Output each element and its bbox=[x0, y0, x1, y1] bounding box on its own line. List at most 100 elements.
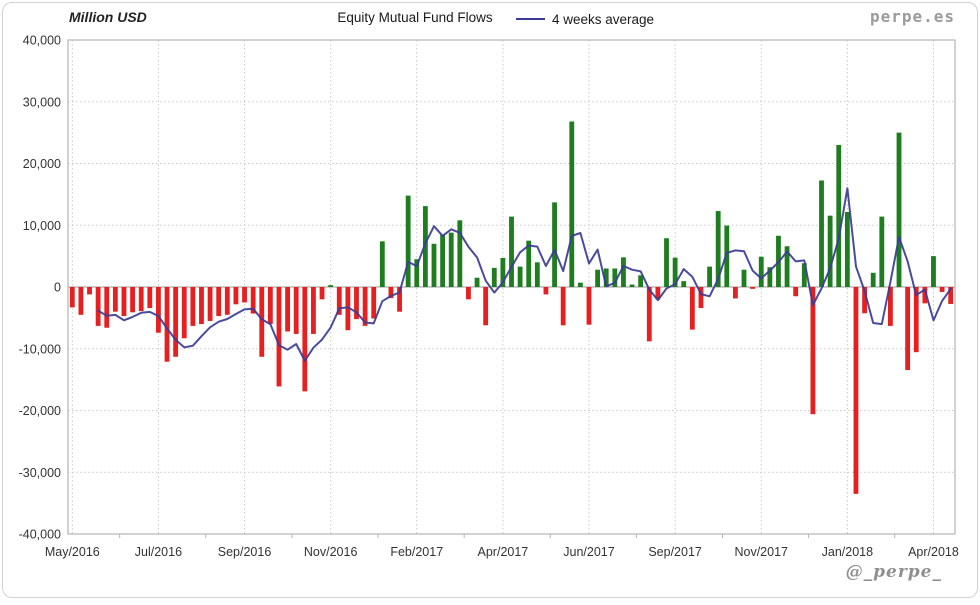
brand-watermark: perpe.es bbox=[869, 7, 955, 26]
x-tick-label: Nov/2016 bbox=[304, 545, 358, 559]
bar-positive bbox=[517, 266, 523, 287]
bar-negative bbox=[793, 287, 799, 297]
bar-positive bbox=[758, 256, 764, 287]
bar-negative bbox=[138, 287, 144, 312]
bar-negative bbox=[354, 287, 359, 320]
bar-negative bbox=[888, 287, 893, 326]
bar-positive bbox=[491, 267, 497, 287]
bar-negative bbox=[689, 287, 695, 330]
x-tick-label: Nov/2017 bbox=[734, 545, 788, 559]
bar-negative bbox=[319, 287, 325, 300]
bar-positive bbox=[724, 225, 730, 287]
bar-negative bbox=[655, 287, 661, 300]
bar-positive bbox=[526, 240, 532, 287]
bar-negative bbox=[543, 287, 549, 295]
bar-positive bbox=[448, 232, 454, 287]
bar-positive bbox=[621, 257, 626, 287]
bar-negative bbox=[250, 287, 256, 314]
bar-positive bbox=[577, 282, 583, 287]
y-tick-label: 40,000 bbox=[23, 34, 61, 48]
y-tick-label: 10,000 bbox=[23, 219, 61, 233]
y-tick-label: -10,000 bbox=[19, 342, 61, 356]
bar-negative bbox=[560, 287, 566, 326]
bar-positive bbox=[552, 202, 557, 287]
bar-negative bbox=[242, 287, 247, 303]
bar-negative bbox=[130, 287, 135, 313]
bar-negative bbox=[216, 287, 222, 317]
bar-positive bbox=[431, 243, 437, 287]
y-tick-label: 0 bbox=[54, 281, 61, 295]
bar-negative bbox=[181, 287, 187, 339]
bar-negative bbox=[276, 287, 282, 387]
bar-positive bbox=[844, 211, 850, 287]
bar-negative bbox=[190, 287, 196, 326]
legend-line-swatch bbox=[516, 18, 545, 20]
bar-positive bbox=[612, 268, 618, 287]
bar-positive bbox=[827, 215, 833, 287]
bar-positive bbox=[595, 269, 601, 287]
legend: 4 weeks average bbox=[516, 10, 654, 28]
bar-negative bbox=[646, 287, 652, 342]
bar-positive bbox=[819, 180, 824, 287]
bar-positive bbox=[379, 241, 385, 287]
bar-negative bbox=[259, 287, 265, 357]
bar-negative bbox=[147, 287, 153, 308]
y-tick-label: -20,000 bbox=[19, 404, 61, 418]
bar-negative bbox=[224, 287, 230, 315]
y-tick-label: -40,000 bbox=[19, 528, 61, 542]
bar-negative bbox=[810, 287, 816, 415]
bar-positive bbox=[440, 234, 446, 287]
bar-negative bbox=[336, 287, 342, 315]
bar-negative bbox=[78, 287, 84, 315]
x-tick-label: Apr/2017 bbox=[478, 545, 529, 559]
bar-negative bbox=[939, 287, 945, 292]
bar-negative bbox=[853, 287, 859, 494]
bar-positive bbox=[870, 272, 876, 287]
bar-negative bbox=[750, 287, 756, 289]
bar-negative bbox=[732, 287, 738, 299]
bar-negative bbox=[121, 287, 127, 317]
bar-positive bbox=[672, 257, 678, 287]
bar-negative bbox=[905, 287, 911, 371]
bar-negative bbox=[95, 287, 101, 326]
chart-title: Equity Mutual Fund Flows bbox=[337, 10, 493, 25]
bar-negative bbox=[164, 287, 170, 362]
bar-negative bbox=[285, 287, 291, 332]
bar-positive bbox=[457, 220, 463, 287]
x-tick-label: Sep/2017 bbox=[648, 545, 702, 559]
bar-positive bbox=[534, 262, 540, 287]
x-tick-label: Feb/2017 bbox=[390, 545, 443, 559]
bar-positive bbox=[603, 268, 609, 287]
average-line bbox=[97, 187, 952, 362]
bar-positive bbox=[801, 263, 807, 287]
bar-positive bbox=[328, 285, 334, 287]
bar-negative bbox=[173, 287, 179, 357]
bar-positive bbox=[896, 132, 902, 288]
bar-positive bbox=[474, 277, 480, 287]
bar-positive bbox=[405, 195, 411, 287]
bar-negative bbox=[207, 287, 213, 321]
bar-negative bbox=[87, 287, 92, 295]
bar-negative bbox=[371, 287, 377, 319]
y-tick-label: 30,000 bbox=[23, 95, 61, 109]
bar-positive bbox=[767, 267, 773, 287]
author-watermark: @_perpe_ bbox=[845, 562, 942, 582]
bar-positive bbox=[836, 144, 842, 287]
bar-negative bbox=[586, 287, 592, 325]
bar-negative bbox=[913, 287, 919, 353]
y-tick-label: 20,000 bbox=[23, 157, 61, 171]
x-tick-label: Apr/2018 bbox=[908, 545, 959, 559]
bar-positive bbox=[931, 256, 936, 288]
bar-negative bbox=[862, 287, 867, 314]
bar-positive bbox=[715, 211, 721, 287]
bar-negative bbox=[948, 287, 954, 304]
bar-negative bbox=[233, 287, 239, 305]
y-axis-title: Million USD bbox=[69, 9, 147, 25]
bar-negative bbox=[112, 287, 118, 312]
bar-negative bbox=[293, 287, 299, 334]
bar-negative bbox=[345, 287, 351, 331]
bar-positive bbox=[784, 246, 790, 287]
bar-positive bbox=[879, 216, 885, 287]
bar-positive bbox=[664, 238, 669, 287]
